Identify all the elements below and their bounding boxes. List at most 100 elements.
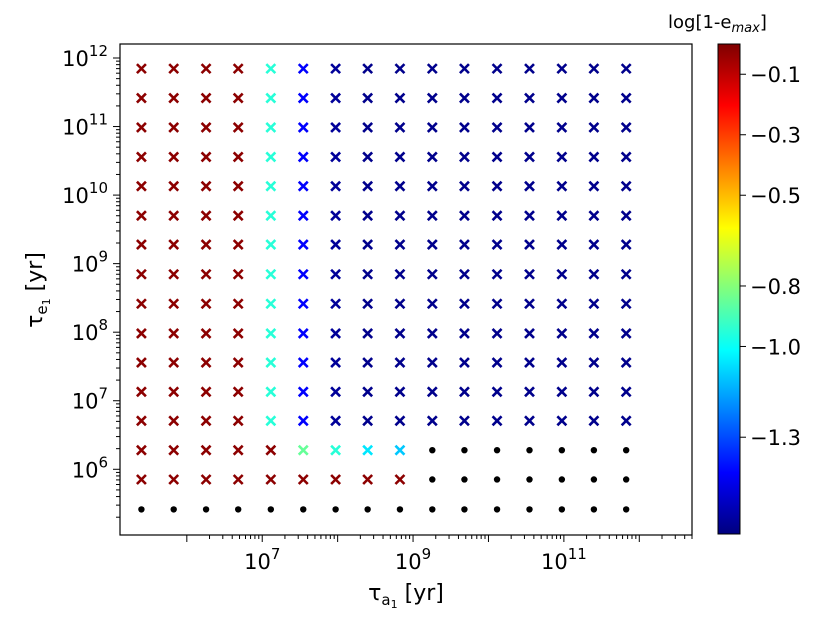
data-point-cross [362, 92, 374, 104]
data-point-dot [526, 476, 533, 483]
data-point-cross [362, 239, 374, 250]
data-point-cross [491, 210, 503, 222]
colorbar-tick-label: −0.5 [750, 184, 801, 208]
data-point-cross [524, 268, 535, 280]
data-point-cross [135, 122, 147, 133]
data-point-dot [558, 446, 566, 454]
x-tick-label: 109 [395, 545, 431, 574]
data-point-cross [620, 151, 632, 163]
data-point-cross [394, 298, 406, 310]
data-point-cross [459, 386, 470, 398]
data-point-cross [588, 63, 600, 75]
data-point-cross [524, 386, 535, 398]
data-point-cross [394, 444, 406, 456]
data-point-cross [491, 268, 503, 280]
data-point-cross [200, 327, 212, 339]
data-point-dot [558, 476, 566, 483]
data-point-cross [588, 92, 600, 104]
data-point-cross [362, 210, 374, 222]
data-point-cross [588, 298, 600, 310]
colorbar-tick-label: −1.0 [750, 335, 801, 359]
data-point-cross [362, 386, 374, 398]
data-point-cross [459, 327, 470, 339]
data-point-cross [426, 122, 438, 133]
data-point-cross [232, 63, 244, 75]
data-point-cross [330, 239, 342, 250]
data-point-cross [330, 122, 342, 133]
data-point-cross [362, 444, 374, 456]
data-point-cross [168, 239, 180, 250]
data-point-cross [394, 92, 406, 104]
data-point-cross [135, 239, 147, 250]
data-point-cross [524, 92, 535, 104]
data-point-cross [524, 122, 535, 133]
data-point-cross [394, 474, 406, 485]
data-point-dot [526, 506, 533, 513]
data-point-cross [620, 239, 632, 250]
colorbar [717, 43, 741, 535]
data-point-cross [588, 180, 600, 192]
data-point-cross [330, 210, 342, 222]
data-point-cross [426, 386, 438, 398]
data-point-cross [491, 151, 503, 163]
data-point-cross [330, 386, 342, 398]
data-markers [135, 63, 632, 513]
data-point-cross [135, 357, 147, 369]
data-point-cross [524, 210, 535, 222]
data-point-dot [461, 476, 468, 483]
data-point-cross [556, 151, 568, 163]
data-point-cross [265, 210, 277, 222]
data-point-cross [232, 180, 244, 192]
data-point-cross [297, 63, 309, 75]
data-point-cross [232, 298, 244, 310]
data-point-cross [297, 474, 309, 485]
data-point-cross [135, 180, 147, 192]
data-point-cross [394, 386, 406, 398]
data-point-cross [265, 151, 277, 163]
data-point-cross [524, 180, 535, 192]
data-point-cross [232, 474, 244, 485]
data-point-cross [265, 386, 277, 398]
data-point-cross [265, 63, 277, 75]
data-point-cross [135, 474, 147, 485]
data-point-cross [135, 415, 147, 427]
data-point-cross [200, 474, 212, 485]
data-point-cross [330, 63, 342, 75]
data-point-cross [232, 268, 244, 280]
data-point-cross [524, 415, 535, 427]
data-point-dot [429, 506, 436, 513]
data-point-cross [426, 357, 438, 369]
data-point-cross [200, 415, 212, 427]
data-point-dot [461, 446, 468, 454]
data-point-cross [297, 268, 309, 280]
data-point-cross [426, 415, 438, 427]
x-axis-ticks: 107 109 1011 [186, 535, 693, 574]
data-point-cross [135, 268, 147, 280]
data-point-cross [168, 474, 180, 485]
data-point-cross [620, 122, 632, 133]
data-point-cross [330, 357, 342, 369]
data-point-dot [493, 506, 501, 513]
data-point-cross [232, 92, 244, 104]
data-point-dot [526, 446, 533, 454]
data-point-cross [200, 298, 212, 310]
data-point-dot [364, 506, 371, 513]
data-point-cross [491, 63, 503, 75]
data-point-cross [265, 444, 277, 456]
data-point-cross [330, 151, 342, 163]
y-axis-ticks: 106 107 108 109 1010 1011 1012 [62, 42, 120, 518]
data-point-cross [200, 268, 212, 280]
data-point-cross [491, 239, 503, 250]
data-point-cross [168, 180, 180, 192]
data-point-cross [232, 386, 244, 398]
data-point-cross [556, 92, 568, 104]
data-point-cross [459, 92, 470, 104]
x-axis-label: τa1 [yr] [368, 581, 444, 611]
data-point-cross [232, 415, 244, 427]
data-point-cross [200, 357, 212, 369]
y-tick-label: 1012 [62, 42, 108, 71]
y-axis-label: τe1 [yr] [23, 252, 53, 328]
data-point-cross [362, 151, 374, 163]
data-point-dot [461, 506, 468, 513]
colorbar-label: log[1-emax] [668, 12, 767, 36]
